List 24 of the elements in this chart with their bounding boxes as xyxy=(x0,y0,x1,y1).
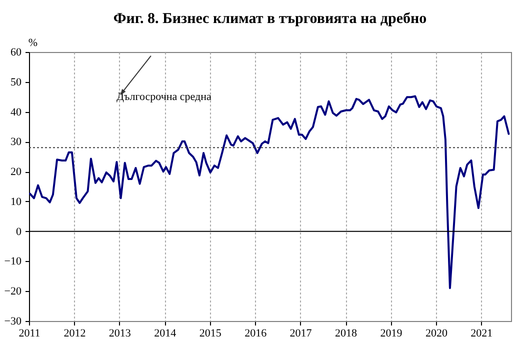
x-tick-label: 2013 xyxy=(108,328,132,340)
x-tick-label: 2019 xyxy=(380,328,403,340)
legend-label: Дългосрочна средна xyxy=(116,90,212,103)
y-tick-label: 60 xyxy=(10,46,22,58)
y-tick-label: 50 xyxy=(10,76,22,88)
y-tick-label: −20 xyxy=(4,286,22,298)
x-tick-label: 2015 xyxy=(199,328,222,340)
x-tick-label: 2018 xyxy=(335,328,358,340)
x-tick-label: 2011 xyxy=(18,328,40,340)
y-tick-label: 40 xyxy=(10,106,22,118)
y-tick-label: 10 xyxy=(10,196,22,208)
x-tick-label: 2017 xyxy=(290,328,312,340)
x-tick-label: 2012 xyxy=(64,328,86,340)
x-tick-label: 2020 xyxy=(425,328,448,340)
y-tick-label: 30 xyxy=(10,136,22,148)
y-axis-title: % xyxy=(28,37,38,49)
y-tick-label: 20 xyxy=(10,166,22,178)
chart-title: Фиг. 8. Бизнес климат в търговията на дребно xyxy=(113,11,427,27)
y-tick-label: −10 xyxy=(4,256,22,268)
x-tick-label: 2014 xyxy=(154,328,177,340)
x-tick-label: 2021 xyxy=(470,328,493,340)
y-tick-label: 0 xyxy=(16,226,22,238)
x-tick-label: 2016 xyxy=(244,328,268,340)
y-tick-label: −30 xyxy=(4,316,22,328)
